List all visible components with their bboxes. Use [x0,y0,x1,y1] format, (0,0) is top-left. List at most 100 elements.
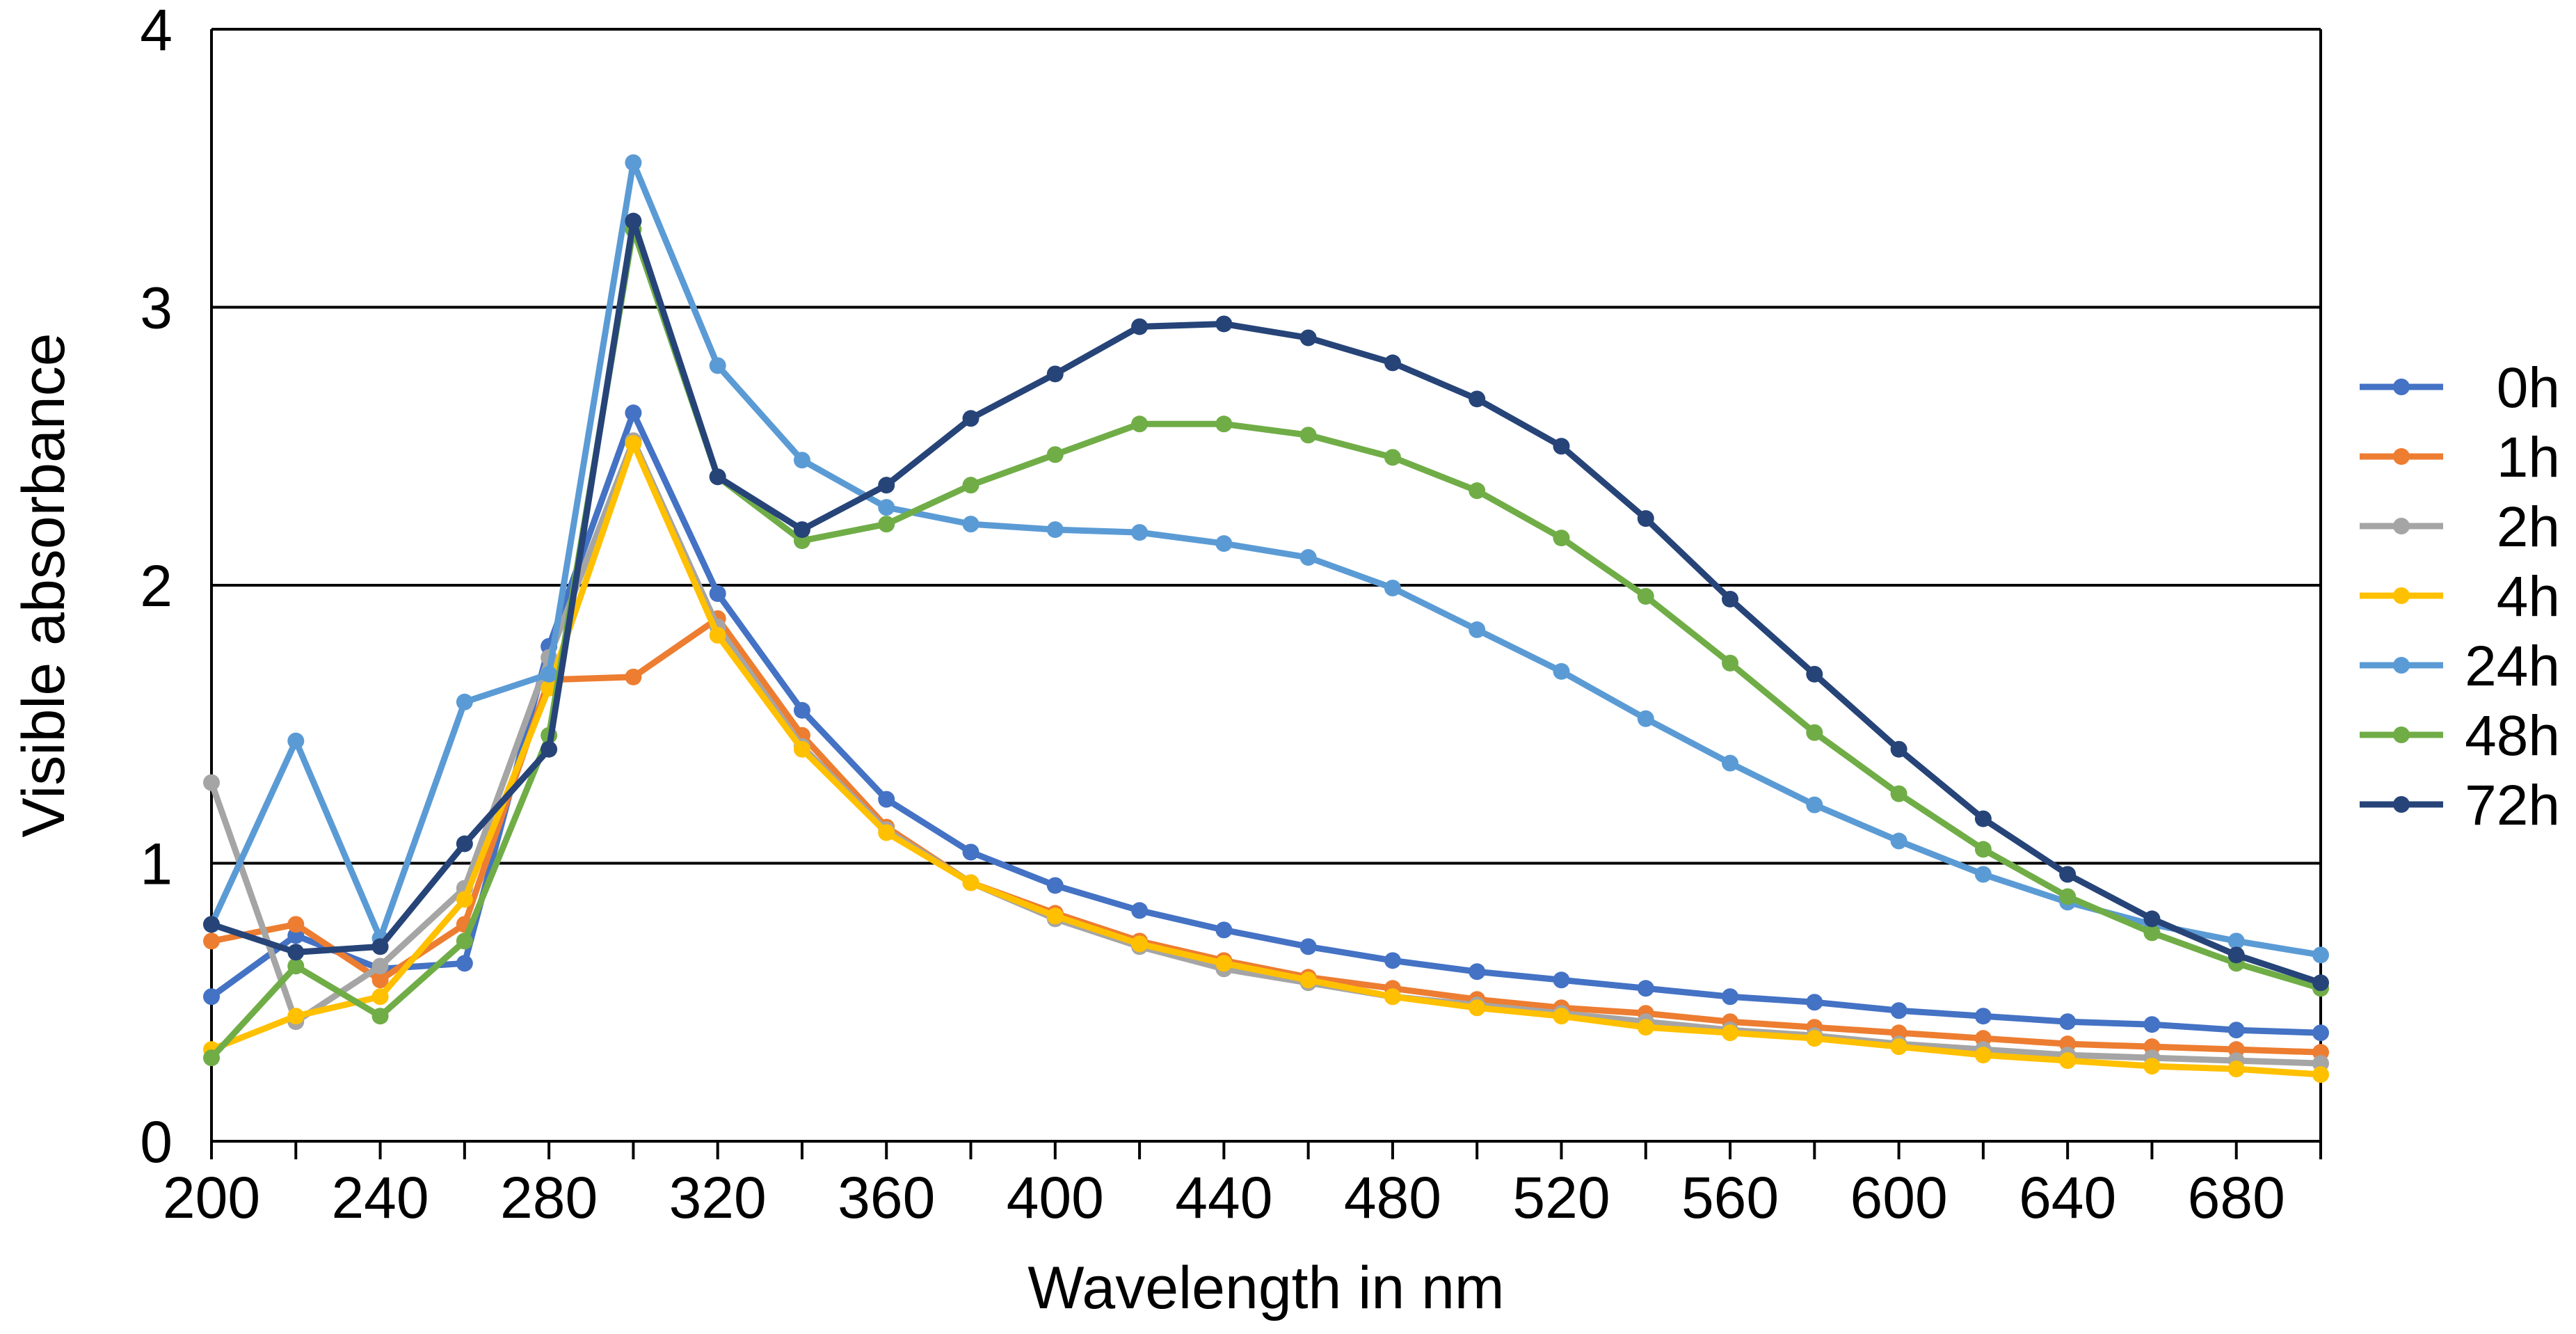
data-point-0h-680 [2227,1022,2245,1039]
data-point-4h-580 [1806,1030,1823,1047]
x-tick-label: 560 [1681,1165,1779,1230]
legend-entry-0h: 0h [2360,356,2560,420]
series-line-72h [208,218,2324,986]
data-point-0h-660 [2143,1016,2161,1033]
data-point-24h-280 [541,665,558,683]
data-point-0h-400 [1046,877,1064,894]
data-point-0h-520 [1553,971,1570,989]
data-point-4h-560 [1722,1024,1739,1042]
y-tick-labels: 0 1 2 3 4 [140,0,173,1175]
data-point-48h-640 [2059,888,2077,905]
legend-label-72h: 72h [2465,774,2560,837]
y-axis-title: Visible absorbance [10,333,77,837]
series-line-4h [208,440,2324,1078]
data-point-0h-540 [1637,980,1654,997]
data-point-24h-380 [962,516,979,533]
data-point-4h-500 [1469,999,1486,1017]
legend-label-2h: 2h [2497,495,2560,559]
data-point-24h-560 [1722,754,1739,772]
data-point-72h-240 [371,938,389,955]
data-point-72h-300 [625,212,642,230]
data-point-72h-700 [2312,974,2329,992]
data-point-2h-200 [203,774,220,791]
data-point-0h-200 [203,988,220,1006]
data-point-0h-500 [1469,963,1486,980]
data-point-4h-320 [709,626,726,644]
data-point-72h-480 [1384,354,1401,372]
data-point-72h-440 [1215,315,1233,333]
data-point-24h-620 [1974,866,1992,883]
data-point-0h-640 [2059,1013,2077,1031]
data-point-48h-600 [1890,785,1907,802]
legend-label-0h: 0h [2497,356,2560,420]
x-tick-label: 320 [669,1165,767,1230]
data-point-24h-360 [878,499,895,516]
data-point-72h-460 [1299,329,1317,347]
data-point-1h-300 [625,668,642,685]
y-tick-label: 0 [140,1109,173,1175]
data-point-48h-200 [203,1049,220,1067]
data-point-4h-700 [2312,1066,2329,1083]
data-point-1h-220 [287,916,305,933]
data-point-0h-360 [878,791,895,808]
data-point-24h-480 [1384,579,1401,596]
data-point-48h-660 [2143,924,2161,942]
x-tick-label: 280 [500,1165,598,1230]
legend-marker-2h [2393,518,2410,534]
x-tick-label: 360 [838,1165,935,1230]
data-point-24h-260 [456,693,473,710]
data-point-48h-620 [1974,841,1992,858]
series-line-48h [208,226,2324,1061]
data-point-4h-300 [625,435,642,452]
data-point-72h-680 [2227,946,2245,964]
data-point-72h-200 [203,916,220,933]
data-point-72h-420 [1131,318,1149,335]
data-point-0h-560 [1722,988,1739,1006]
series-line-2h [208,437,2324,1067]
data-point-72h-360 [878,477,895,494]
legend-entry-1h: 1h [2360,426,2560,489]
data-point-24h-580 [1806,796,1823,813]
data-point-24h-460 [1299,549,1317,566]
data-point-1h-240 [371,971,389,989]
data-point-4h-220 [287,1008,305,1025]
legend-marker-24h [2393,657,2410,674]
data-point-24h-320 [709,357,726,374]
data-point-24h-520 [1553,662,1570,680]
x-tick-label: 640 [2019,1165,2116,1230]
data-point-24h-540 [1637,710,1654,727]
x-tick-label: 520 [1512,1165,1610,1230]
data-point-48h-520 [1553,530,1570,547]
series-24h [203,154,2329,964]
data-point-0h-600 [1890,1002,1907,1019]
data-point-72h-380 [962,410,979,427]
legend-marker-4h [2393,587,2410,604]
y-tick-label: 1 [140,832,173,897]
legend-marker-48h [2393,726,2410,743]
x-tick-label: 400 [1007,1165,1104,1230]
data-point-48h-360 [878,516,895,533]
data-point-4h-540 [1637,1019,1654,1036]
data-point-48h-420 [1131,415,1149,433]
data-point-72h-220 [287,944,305,961]
data-point-0h-580 [1806,994,1823,1011]
data-point-72h-320 [709,468,726,486]
data-point-48h-460 [1299,427,1317,444]
x-axis-title: Wavelength in nm [1027,1255,1504,1321]
data-point-0h-700 [2312,1024,2329,1042]
x-tick-label: 200 [163,1165,260,1230]
legend-entry-4h: 4h [2360,565,2560,628]
legend-entry-48h: 48h [2360,704,2560,768]
data-point-0h-340 [793,701,810,719]
data-point-48h-540 [1637,587,1654,605]
data-point-48h-380 [962,477,979,494]
data-point-2h-240 [371,958,389,975]
data-point-0h-620 [1974,1008,1992,1025]
data-point-4h-640 [2059,1052,2077,1070]
data-point-72h-660 [2143,910,2161,928]
data-point-48h-240 [371,1008,389,1025]
data-point-24h-680 [2227,932,2245,950]
data-point-0h-460 [1299,938,1317,955]
data-point-72h-520 [1553,438,1570,455]
